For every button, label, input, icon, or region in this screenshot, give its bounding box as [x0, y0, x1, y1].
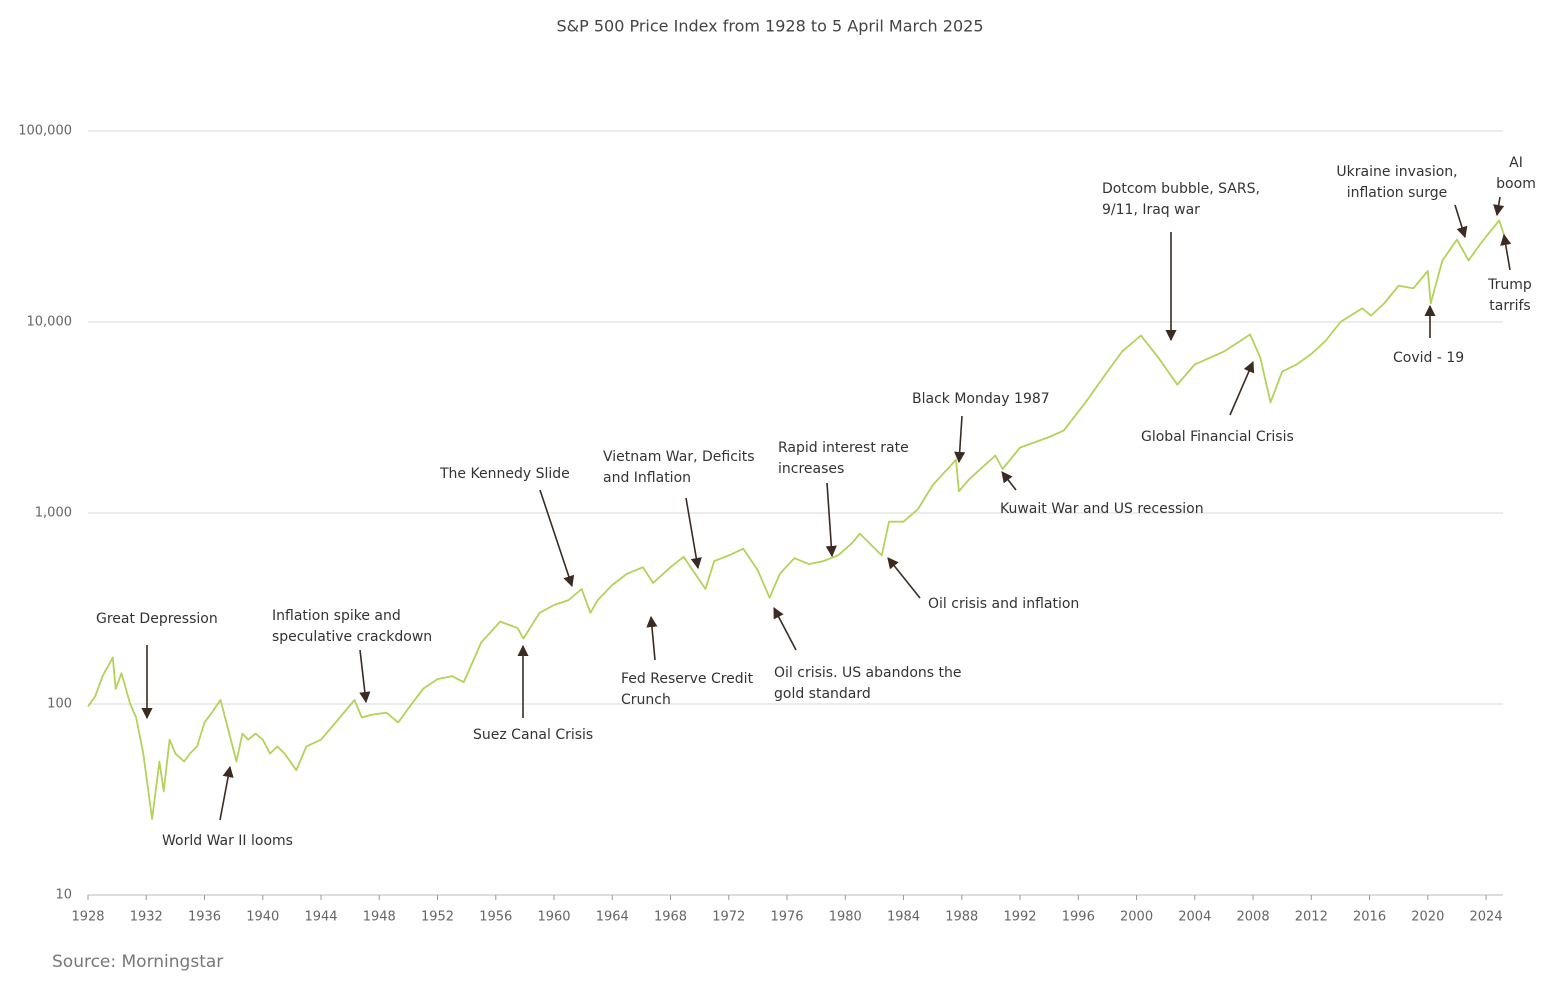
annotation: Vietnam War, Deficits — [603, 449, 755, 465]
x-tick-label: 2016 — [1353, 910, 1386, 925]
annotation: Great Depression — [96, 611, 218, 627]
annotation-arrow — [646, 615, 658, 661]
annotation: inflation surge — [1347, 185, 1448, 201]
annotation: The Kennedy Slide — [439, 466, 570, 482]
annotation: tarrifs — [1489, 298, 1530, 314]
annotation-arrow — [359, 649, 371, 704]
x-tick-label: 1952 — [421, 910, 454, 925]
annotation: World War II looms — [162, 833, 293, 849]
x-tick-label: 2020 — [1411, 910, 1444, 925]
annotation-arrow — [1001, 471, 1017, 491]
y-tick-label: 100,000 — [18, 124, 72, 139]
x-tick-label: 2000 — [1120, 910, 1153, 925]
x-tick-label: 1968 — [654, 910, 687, 925]
annotation: Ukraine invasion, — [1336, 164, 1457, 180]
x-tick-label: 1992 — [1003, 910, 1036, 925]
annotation: Oil crisis and inflation — [928, 596, 1079, 612]
annotation: AI — [1509, 155, 1523, 171]
y-tick-label: 10,000 — [27, 315, 73, 330]
y-tick-label: 10 — [55, 888, 72, 903]
x-tick-label: 1932 — [130, 910, 163, 925]
annotation: and Inflation — [603, 470, 691, 486]
x-tick-label: 1960 — [537, 910, 570, 925]
annotation: Rapid interest rate — [778, 440, 909, 456]
annotation: Oil crisis. US abandons the — [774, 665, 962, 681]
annotation-arrow — [1493, 196, 1505, 217]
y-tick-label: 1,000 — [35, 506, 72, 521]
annotation: Black Monday 1987 — [912, 391, 1050, 407]
annotation-arrow — [1454, 204, 1468, 239]
annotation-arrow — [773, 607, 797, 651]
x-tick-label: 1944 — [304, 910, 337, 925]
annotation-arrow — [1500, 233, 1512, 271]
annotation: increases — [778, 461, 844, 477]
x-tick-label: 2024 — [1470, 910, 1503, 925]
x-tick-label: 1972 — [712, 910, 745, 925]
annotation: gold standard — [774, 686, 871, 702]
annotation-arrow — [887, 557, 921, 599]
x-tick-label: 1940 — [246, 910, 279, 925]
source: Source: Morningstar — [52, 952, 223, 972]
x-tick-label: 2004 — [1178, 910, 1211, 925]
x-tick-label: 1984 — [887, 910, 920, 925]
x-tick-label: 1964 — [596, 910, 629, 925]
x-tick-label: 1928 — [71, 910, 104, 925]
x-tick-label: 1976 — [770, 910, 803, 925]
annotation: Kuwait War and US recession — [1000, 501, 1204, 517]
price-line — [87, 219, 1506, 820]
annotation: boom — [1496, 176, 1536, 192]
x-tick-label: 1996 — [1062, 910, 1095, 925]
annotation: Crunch — [621, 692, 671, 708]
x-tick-label: 2012 — [1295, 910, 1328, 925]
annotation-arrow — [219, 765, 234, 821]
annotation: Inflation spike and — [272, 608, 401, 624]
x-tick-label: 1936 — [188, 910, 221, 925]
annotation: Trump — [1487, 277, 1532, 293]
annotation: Dotcom bubble, SARS, — [1102, 181, 1260, 197]
chart-title: S&P 500 Price Index from 1928 to 5 April… — [556, 17, 983, 36]
y-tick-label: 100 — [47, 697, 72, 712]
annotation: Suez Canal Crisis — [473, 727, 593, 743]
annotation-arrow — [1229, 360, 1255, 416]
x-tick-label: 1948 — [363, 910, 396, 925]
annotation: Fed Reserve Credit — [621, 671, 754, 687]
annotation: Global Financial Crisis — [1141, 429, 1294, 445]
x-tick-label: 2008 — [1237, 910, 1270, 925]
annotation-arrow — [539, 489, 575, 588]
x-tick-label: 1980 — [829, 910, 862, 925]
annotation: 9/11, Iraq war — [1102, 202, 1200, 218]
annotation-arrow — [685, 497, 702, 570]
annotation: speculative crackdown — [272, 629, 432, 645]
annotation: Covid - 19 — [1393, 350, 1464, 366]
annotation-arrow — [954, 415, 966, 464]
annotation-arrow — [825, 482, 837, 558]
x-tick-label: 1956 — [479, 910, 512, 925]
x-tick-label: 1988 — [945, 910, 978, 925]
